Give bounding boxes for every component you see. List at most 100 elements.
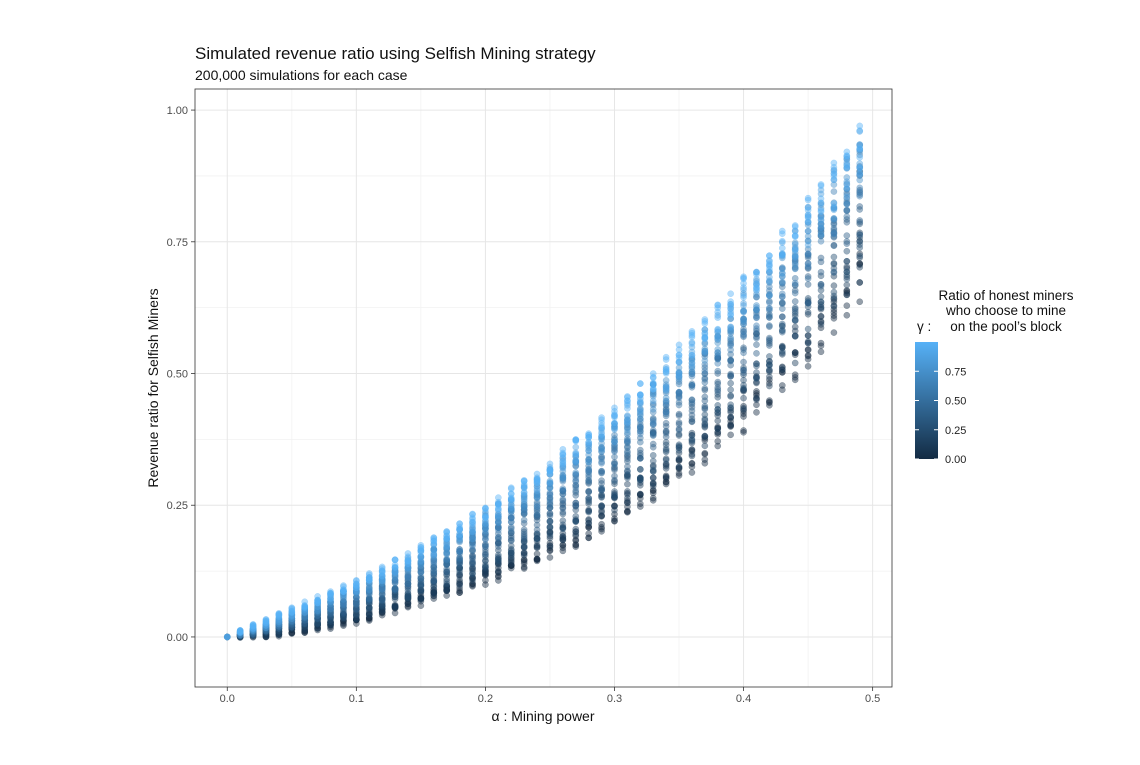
scatter-point — [856, 218, 864, 226]
scatter-point — [262, 625, 270, 633]
scatter-point — [327, 619, 334, 626]
scatter-point — [701, 404, 709, 412]
scatter-point — [804, 355, 812, 363]
scatter-point — [262, 629, 270, 636]
scatter-point — [830, 309, 838, 316]
scatter-point — [456, 556, 463, 563]
scatter-point — [340, 610, 347, 617]
scatter-point — [288, 622, 296, 630]
scatter-point — [766, 353, 773, 360]
scatter-point — [430, 578, 438, 585]
scatter-point — [662, 456, 670, 464]
scatter-point — [817, 208, 825, 216]
scatter-point — [611, 517, 618, 525]
scatter-point — [340, 614, 347, 622]
legend-title-line-1: Ratio of honest miners — [938, 288, 1073, 303]
scatter-point — [778, 349, 786, 357]
scatter-point — [843, 291, 851, 298]
scatter-point — [494, 558, 502, 566]
scatter-point — [430, 577, 438, 585]
scatter-point — [740, 274, 747, 282]
scatter-point — [314, 616, 321, 624]
scatter-point — [301, 621, 309, 629]
scatter-point — [533, 541, 541, 549]
scatter-point — [701, 423, 709, 431]
scatter-point — [830, 272, 838, 280]
scatter-point — [378, 596, 386, 604]
scatter-point — [546, 524, 554, 532]
scatter-point — [391, 604, 399, 611]
scatter-point — [753, 360, 760, 367]
scatter-point — [520, 560, 528, 567]
scatter-point — [701, 422, 709, 430]
scatter-point — [611, 502, 618, 510]
scatter-point — [352, 611, 360, 619]
scatter-point — [262, 625, 270, 632]
scatter-point — [533, 544, 541, 552]
scatter-point — [391, 587, 399, 594]
scatter-point — [559, 460, 567, 467]
scatter-point — [778, 348, 786, 355]
scatter-point — [507, 542, 515, 550]
scatter-point — [766, 373, 773, 381]
scatter-point — [753, 392, 760, 399]
scatter-point — [314, 614, 321, 622]
scatter-point — [249, 633, 257, 640]
scatter-point — [404, 557, 412, 565]
scatter-point — [662, 461, 670, 469]
scatter-point — [636, 476, 644, 484]
legend-label: 0.25 — [945, 425, 966, 437]
scatter-point — [830, 329, 838, 336]
scatter-point — [701, 420, 709, 427]
scatter-point — [262, 625, 270, 633]
scatter-point — [417, 586, 425, 594]
scatter-point — [533, 557, 541, 565]
scatter-point — [546, 509, 554, 517]
scatter-point — [662, 475, 670, 483]
scatter-point — [817, 268, 825, 276]
scatter-point — [275, 623, 283, 631]
scatter-point — [572, 543, 580, 551]
scatter-point — [314, 620, 321, 628]
scatter-point — [611, 478, 618, 485]
scatter-point — [430, 540, 438, 547]
scatter-point — [611, 480, 618, 488]
scatter-point — [649, 462, 657, 469]
scatter-point — [352, 605, 360, 613]
scatter-point — [714, 408, 722, 416]
scatter-point — [727, 404, 735, 412]
scatter-point — [546, 496, 554, 504]
scatter-point — [688, 452, 696, 460]
scatter-point — [430, 592, 438, 599]
scatter-point — [843, 273, 851, 281]
scatter-point — [314, 615, 321, 622]
scatter-point — [275, 630, 283, 638]
scatter-point — [740, 406, 747, 413]
scatter-point — [662, 445, 670, 453]
scatter-point — [327, 616, 334, 624]
scatter-point — [572, 469, 580, 476]
scatter-point — [546, 470, 554, 478]
scatter-point — [830, 306, 838, 313]
scatter-point — [301, 614, 309, 622]
scatter-point — [817, 272, 825, 280]
scatter-point — [469, 581, 476, 589]
scatter-point — [352, 603, 360, 611]
scatter-point — [417, 582, 425, 590]
scatter-point — [494, 572, 502, 580]
scatter-point — [391, 585, 399, 593]
scatter-point — [443, 542, 451, 549]
scatter-point — [482, 581, 489, 589]
scatter-point — [301, 627, 309, 635]
scatter-point — [843, 257, 851, 265]
scatter-point — [391, 564, 399, 571]
scatter-point — [391, 587, 399, 595]
scatter-point — [598, 525, 605, 533]
scatter-point — [520, 535, 528, 543]
scatter-point — [275, 628, 283, 636]
scatter-point — [507, 561, 515, 569]
scatter-point — [365, 595, 373, 603]
scatter-point — [482, 553, 489, 561]
scatter-point — [753, 369, 760, 376]
